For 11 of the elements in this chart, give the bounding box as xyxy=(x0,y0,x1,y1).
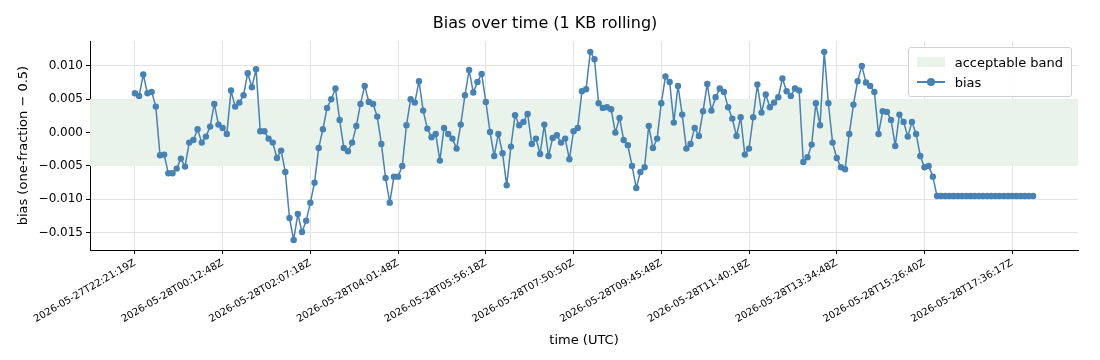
y-axis-title: bias (one-fraction − 0.5) xyxy=(15,65,31,226)
y-tick-label: −0.005 xyxy=(38,158,84,173)
y-tick-label: −0.015 xyxy=(38,224,84,239)
chart-title: Bias over time (1 KB rolling) xyxy=(432,12,658,32)
legend-label: acceptable band xyxy=(954,54,1063,70)
y-tick-label: −0.010 xyxy=(38,191,84,206)
y-tick-label: 0.000 xyxy=(48,124,84,139)
y-tick-label: 0.010 xyxy=(48,58,84,73)
y-tick-label: 0.005 xyxy=(48,91,84,106)
legend-label: bias xyxy=(954,74,982,90)
x-axis-title: time (UTC) xyxy=(549,331,619,347)
